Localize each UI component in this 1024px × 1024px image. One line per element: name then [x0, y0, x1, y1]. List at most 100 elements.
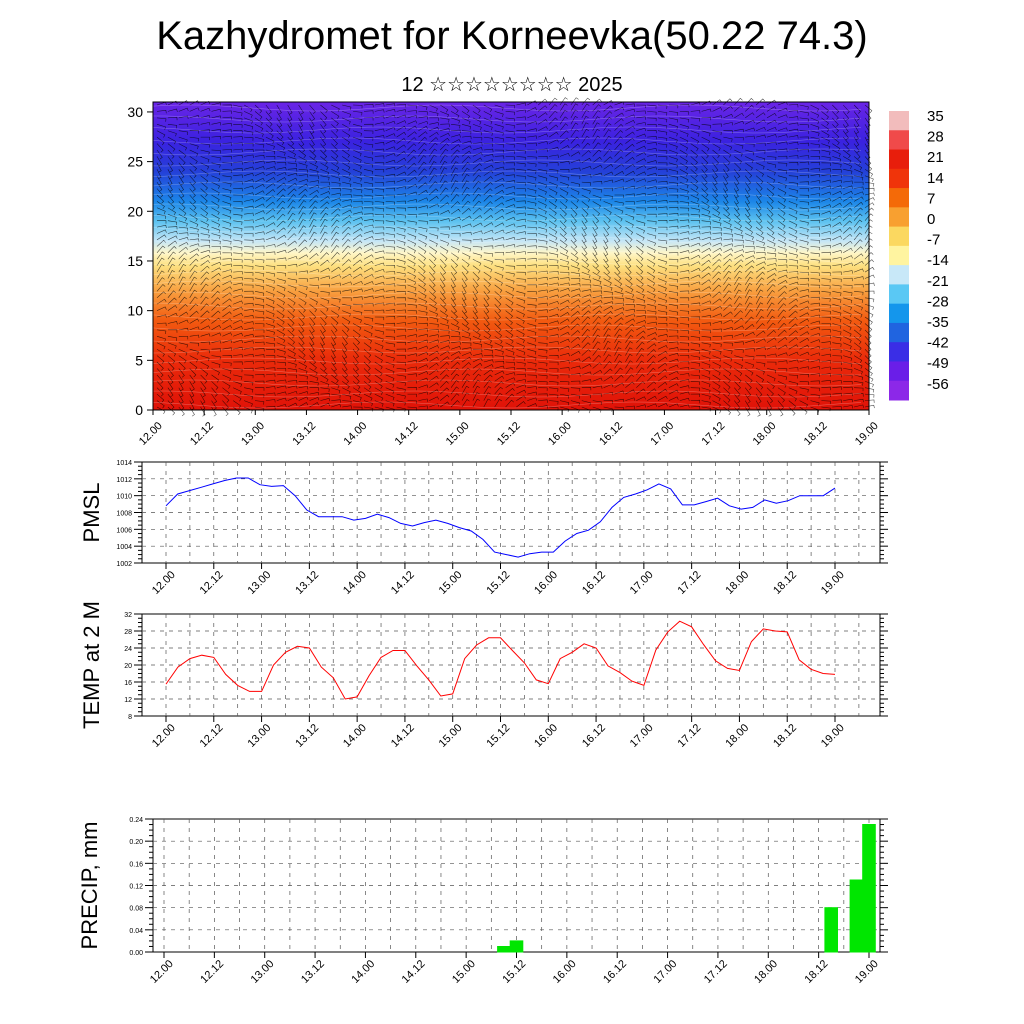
contours — [152, 104, 862, 409]
x-tick-label: 18.12 — [771, 722, 799, 750]
y-tick-label: 20 — [124, 663, 132, 670]
y-tick-label: 1002 — [116, 561, 132, 568]
wind-barb-strokes — [156, 97, 875, 417]
x-tick-label: 13.12 — [290, 420, 318, 448]
x-tick-label: 18.12 — [802, 420, 830, 448]
temp-panel: 8 12 16 20 24 28 32 12.00 12.12 13.00 13.12 14.00 14… — [79, 601, 888, 750]
x-tick-label: 17.12 — [699, 420, 727, 448]
colorbar-swatch — [889, 207, 909, 228]
x-tick-label: 16.00 — [551, 958, 579, 986]
x-tick-label: 14.00 — [341, 420, 369, 448]
y-tick-label: 30 — [127, 104, 143, 120]
y-tick-label: 0.00 — [129, 950, 143, 957]
colorbar-label: 35 — [927, 108, 944, 125]
precip-bar — [862, 824, 876, 953]
precip-bar — [849, 879, 864, 953]
colorbar-label: -49 — [927, 355, 949, 372]
colorbar-label: -7 — [927, 232, 940, 249]
x-tick-label: 18.00 — [751, 420, 779, 448]
x-tick-label: 13.12 — [293, 569, 321, 597]
precip-bar — [824, 907, 839, 953]
y-tick-label: 8 — [128, 714, 132, 721]
wind-barbs — [156, 97, 875, 417]
x-tick-label: 19.00 — [853, 958, 881, 986]
pmsl-panel: 1002 1004 1006 1008 1010 1012 1014 12.00 12.12 13… — [79, 460, 888, 597]
colorbar-swatch — [889, 111, 909, 131]
x-tick-label: 12.12 — [198, 569, 226, 597]
x-tick-label: 13.00 — [245, 569, 273, 597]
colorbar-swatch — [889, 149, 909, 170]
colorbar-label: -14 — [927, 252, 949, 269]
colorbar-label: 0 — [927, 211, 935, 228]
colorbar-label: 28 — [927, 129, 944, 146]
colorbar-swatch — [889, 322, 909, 343]
x-tick-label: 13.00 — [249, 958, 277, 986]
grid — [153, 819, 880, 952]
x-tick-label: 17.12 — [676, 722, 704, 750]
y-tick-label: 5 — [135, 352, 143, 368]
y-tick-label: 32 — [124, 612, 132, 619]
colorbar-swatch — [889, 245, 909, 266]
colorbar-swatch — [889, 303, 909, 324]
y-tick-label: 1008 — [116, 511, 132, 518]
y-tick-label: 10 — [127, 303, 143, 319]
precip-ylabel: PRECIP, mm — [77, 822, 102, 950]
x-tick-label: 16.12 — [601, 958, 629, 986]
y-tick-label: 1006 — [116, 527, 132, 534]
x-tick-label: 13.12 — [299, 958, 327, 986]
x-tick-label: 14.00 — [341, 722, 369, 750]
x-tick-label: 12.00 — [148, 958, 176, 986]
pmsl-ylabel: PMSL — [79, 483, 104, 543]
chart-title: Kazhydromet for Korneevka(50.22 74.3) — [156, 14, 868, 58]
y-tick-label: 1010 — [116, 494, 132, 501]
x-tick-label: 17.12 — [702, 958, 730, 986]
colorbar-swatch — [889, 130, 909, 151]
colorbar-swatch — [889, 168, 909, 189]
colorbar-swatch — [889, 342, 909, 362]
chart-subtitle: 12 ☆☆☆☆☆☆☆☆ 2025 — [401, 74, 623, 96]
y-tick-label: 12 — [124, 697, 132, 704]
precip-bar — [509, 940, 524, 953]
x-tick-label: 12.12 — [198, 958, 226, 986]
x-tick-label: 18.12 — [803, 958, 831, 986]
x-tick-label: 19.00 — [819, 569, 847, 597]
x-tick-label: 15.12 — [500, 958, 528, 986]
y-tick-label: 0.08 — [129, 906, 143, 913]
x-tick-label: 17.00 — [628, 569, 656, 597]
y-tick-label: 1012 — [116, 477, 132, 484]
y-tick-label: 25 — [127, 154, 143, 170]
x-tick-label: 15.12 — [484, 569, 512, 597]
colorbar-label: 7 — [927, 190, 935, 207]
colorbar-swatch — [889, 188, 909, 208]
x-tick-label: 17.00 — [628, 722, 656, 750]
colorbar-swatch — [889, 361, 909, 382]
colorbar-swatch — [889, 380, 909, 401]
x-tick-label: 18.00 — [752, 958, 780, 986]
colorbar-label: 21 — [927, 149, 944, 166]
x-tick-label: 14.00 — [349, 958, 377, 986]
x-tick-label: 15.00 — [444, 420, 472, 448]
y-tick-label: 28 — [124, 629, 132, 636]
grid — [142, 614, 880, 716]
colorbar-swatch — [889, 265, 909, 285]
x-tick-label: 17.00 — [651, 958, 679, 986]
x-tick-label: 14.00 — [341, 569, 369, 597]
x-tick-label: 12.00 — [150, 569, 178, 597]
y-tick-label: 20 — [127, 203, 143, 219]
precip-panel: 0.00 0.04 0.08 0.12 0.16 0.20 0.24 12.00 12.12 13… — [77, 817, 888, 986]
x-tick-label: 12.12 — [198, 722, 226, 750]
colorbar-label: -28 — [927, 293, 949, 310]
x-tick-label: 19.00 — [853, 420, 881, 448]
x-tick-label: 13.12 — [293, 722, 321, 750]
colorbar-label: -42 — [927, 335, 949, 352]
precip-bar — [497, 946, 511, 953]
y-tick-label: 15 — [127, 253, 143, 269]
y-tick-label: 0 — [135, 402, 143, 418]
colorbar-label: -56 — [927, 376, 949, 393]
x-tick-label: 15.00 — [437, 569, 465, 597]
colorbar: 35 28 21 14 7 0 -7 -14 -21 -28 -35 -42 -49 -56 — [889, 108, 949, 401]
x-tick-label: 14.12 — [393, 420, 421, 448]
colorbar-label: 14 — [927, 170, 944, 187]
x-tick-label: 12.00 — [150, 722, 178, 750]
